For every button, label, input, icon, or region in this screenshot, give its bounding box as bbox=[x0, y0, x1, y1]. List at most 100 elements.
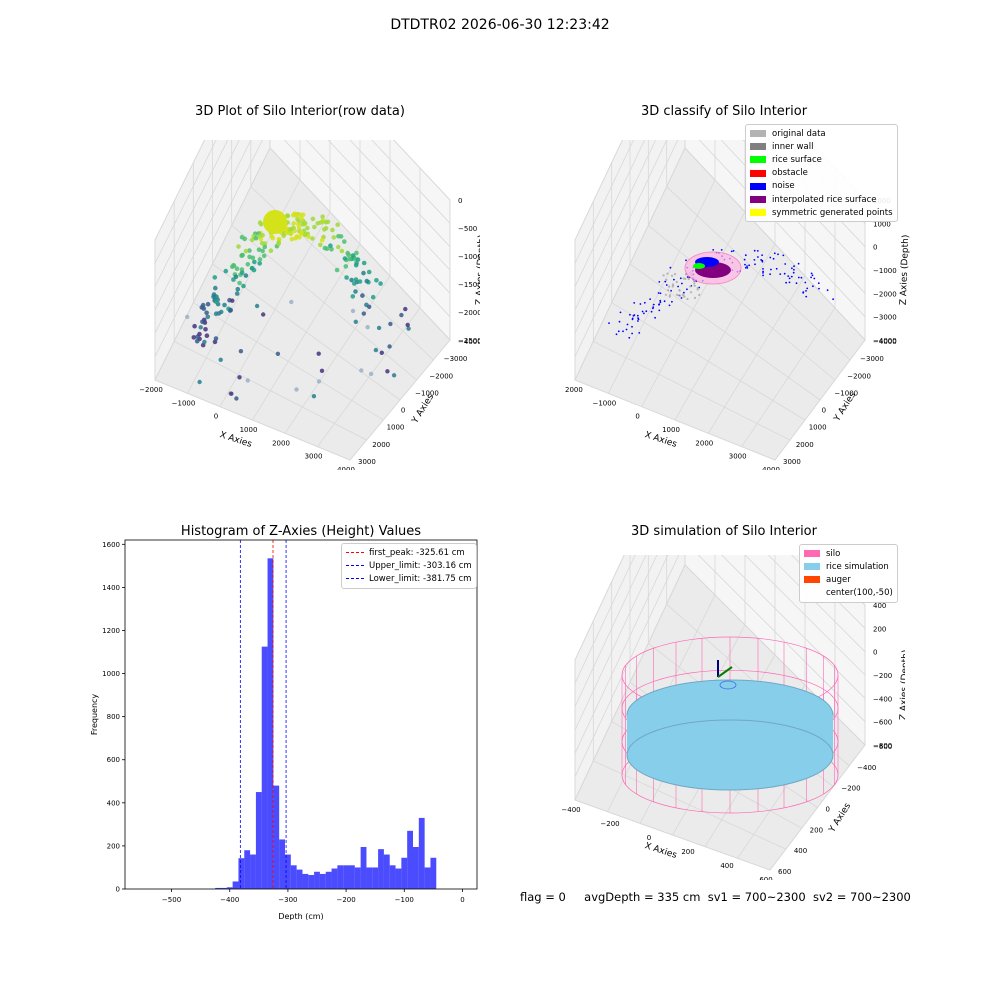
raw-point bbox=[257, 257, 263, 262]
simulation-x-tick: 200 bbox=[681, 848, 694, 856]
raw-point bbox=[194, 338, 200, 344]
classify-gridline bbox=[574, 140, 623, 241]
classify-original-point bbox=[666, 272, 669, 275]
classify-legend-item: symmetric generated points bbox=[750, 206, 893, 219]
histogram-bar bbox=[424, 867, 431, 889]
raw-point bbox=[203, 327, 208, 332]
histogram-bar bbox=[349, 865, 355, 889]
classify-noise-point bbox=[762, 272, 764, 274]
classify-noise-point bbox=[744, 254, 747, 257]
classify-noise-point bbox=[732, 250, 735, 252]
classify-noise-point bbox=[784, 263, 787, 265]
classify-legend-swatch bbox=[750, 169, 766, 177]
simulation-gridline bbox=[574, 555, 680, 777]
raw-point bbox=[213, 311, 219, 316]
classify-noise-point bbox=[797, 276, 800, 279]
raw-point bbox=[268, 248, 274, 253]
simulation-gridline bbox=[574, 564, 686, 801]
classify-original-point bbox=[670, 274, 674, 277]
simulation-gridline bbox=[767, 555, 866, 652]
classify-noise-point bbox=[670, 289, 672, 292]
avg-depth-text: avgDepth = 335 cm bbox=[584, 890, 701, 904]
raw-point bbox=[223, 268, 229, 274]
raw-point bbox=[237, 375, 242, 380]
histogram-bar bbox=[244, 850, 251, 889]
raw-point bbox=[355, 257, 361, 262]
raw-gridline bbox=[349, 140, 451, 247]
raw-point bbox=[330, 227, 335, 233]
classify-original-point bbox=[665, 278, 668, 281]
raw-plot-title: 3D Plot of Silo Interior(row data) bbox=[195, 104, 405, 119]
raw-point bbox=[323, 220, 329, 225]
raw-point bbox=[243, 248, 249, 254]
raw-point bbox=[263, 210, 287, 234]
classify-legend-item: inner wall bbox=[750, 140, 893, 153]
raw-gridline bbox=[154, 140, 252, 334]
classify-noise-point bbox=[817, 282, 820, 285]
classify-noise-point bbox=[762, 268, 764, 270]
histogram-bar bbox=[343, 865, 349, 889]
classify-gridline bbox=[741, 307, 836, 447]
classify-noise-point bbox=[637, 320, 639, 322]
raw-point bbox=[192, 323, 197, 329]
simulation-legend-item: center(100,-50) bbox=[804, 587, 893, 600]
raw-point bbox=[234, 291, 240, 296]
raw-point bbox=[305, 225, 310, 231]
raw-point bbox=[346, 252, 351, 258]
classify-noise-point bbox=[761, 260, 764, 263]
classify-legend-label: original data bbox=[772, 128, 826, 139]
histogram-bar bbox=[395, 868, 402, 889]
flag-text: flag = 0 bbox=[520, 890, 566, 904]
histogram-y-tick-label: 1400 bbox=[102, 584, 120, 592]
raw-point bbox=[339, 248, 345, 254]
raw-point bbox=[197, 379, 202, 385]
classify-noise-point bbox=[813, 277, 816, 280]
simulation-y-tick: 0 bbox=[826, 806, 830, 814]
raw-point bbox=[228, 307, 233, 313]
raw-point bbox=[197, 331, 202, 337]
classify-legend-item: rice surface bbox=[750, 153, 893, 166]
histogram-bar bbox=[296, 869, 303, 889]
classify-legend-label: rice surface bbox=[772, 154, 822, 165]
simulation-z-tick: 200 bbox=[873, 625, 886, 633]
classify-gridline bbox=[574, 140, 657, 311]
raw-point bbox=[319, 368, 325, 373]
classify-noise-point bbox=[665, 284, 668, 286]
classify-noise-point bbox=[720, 249, 723, 251]
classify-original-point bbox=[684, 277, 687, 280]
raw-point bbox=[360, 293, 365, 298]
classify-noise-point bbox=[608, 322, 610, 324]
raw-z-tick: −1500 bbox=[458, 281, 480, 289]
histogram-bar bbox=[337, 865, 344, 889]
raw-point bbox=[388, 321, 393, 327]
classify-noise-point bbox=[641, 310, 644, 313]
simulation-legend-label: silo bbox=[826, 548, 841, 559]
classify-noise-point bbox=[800, 276, 803, 279]
simulation-gridline bbox=[574, 555, 658, 731]
raw-point bbox=[366, 269, 372, 275]
histogram-bar bbox=[401, 857, 408, 889]
classify-legend-label: inner wall bbox=[772, 141, 814, 152]
classify-noise-point bbox=[730, 250, 733, 253]
histogram-bar bbox=[302, 873, 309, 889]
raw-point bbox=[302, 221, 308, 226]
classify-noise-point bbox=[659, 292, 662, 295]
classify-y-tick: −1000 bbox=[834, 389, 858, 397]
status-line: flag = 0 avgDepth = 335 cm sv1 = 700~230… bbox=[520, 890, 911, 904]
classify-gridline bbox=[574, 140, 668, 334]
classify-original-point bbox=[676, 293, 679, 296]
raw-point bbox=[198, 325, 203, 330]
raw-point bbox=[335, 222, 340, 227]
histogram-legend-label: first_peak: -325.61 cm bbox=[369, 547, 465, 558]
raw-point bbox=[247, 254, 252, 260]
classify-gridline bbox=[574, 140, 645, 287]
raw-y-tick: 3000 bbox=[358, 458, 376, 466]
raw-point bbox=[296, 222, 301, 227]
histogram-legend-line bbox=[346, 552, 364, 554]
simulation-y-tick: −600 bbox=[873, 743, 892, 751]
raw-x-tick: 4000 bbox=[337, 466, 355, 470]
simulation-rice-bottom bbox=[626, 719, 834, 791]
classify-noise-point bbox=[633, 314, 636, 316]
raw-point bbox=[331, 235, 337, 240]
classify-original-point bbox=[667, 289, 670, 292]
